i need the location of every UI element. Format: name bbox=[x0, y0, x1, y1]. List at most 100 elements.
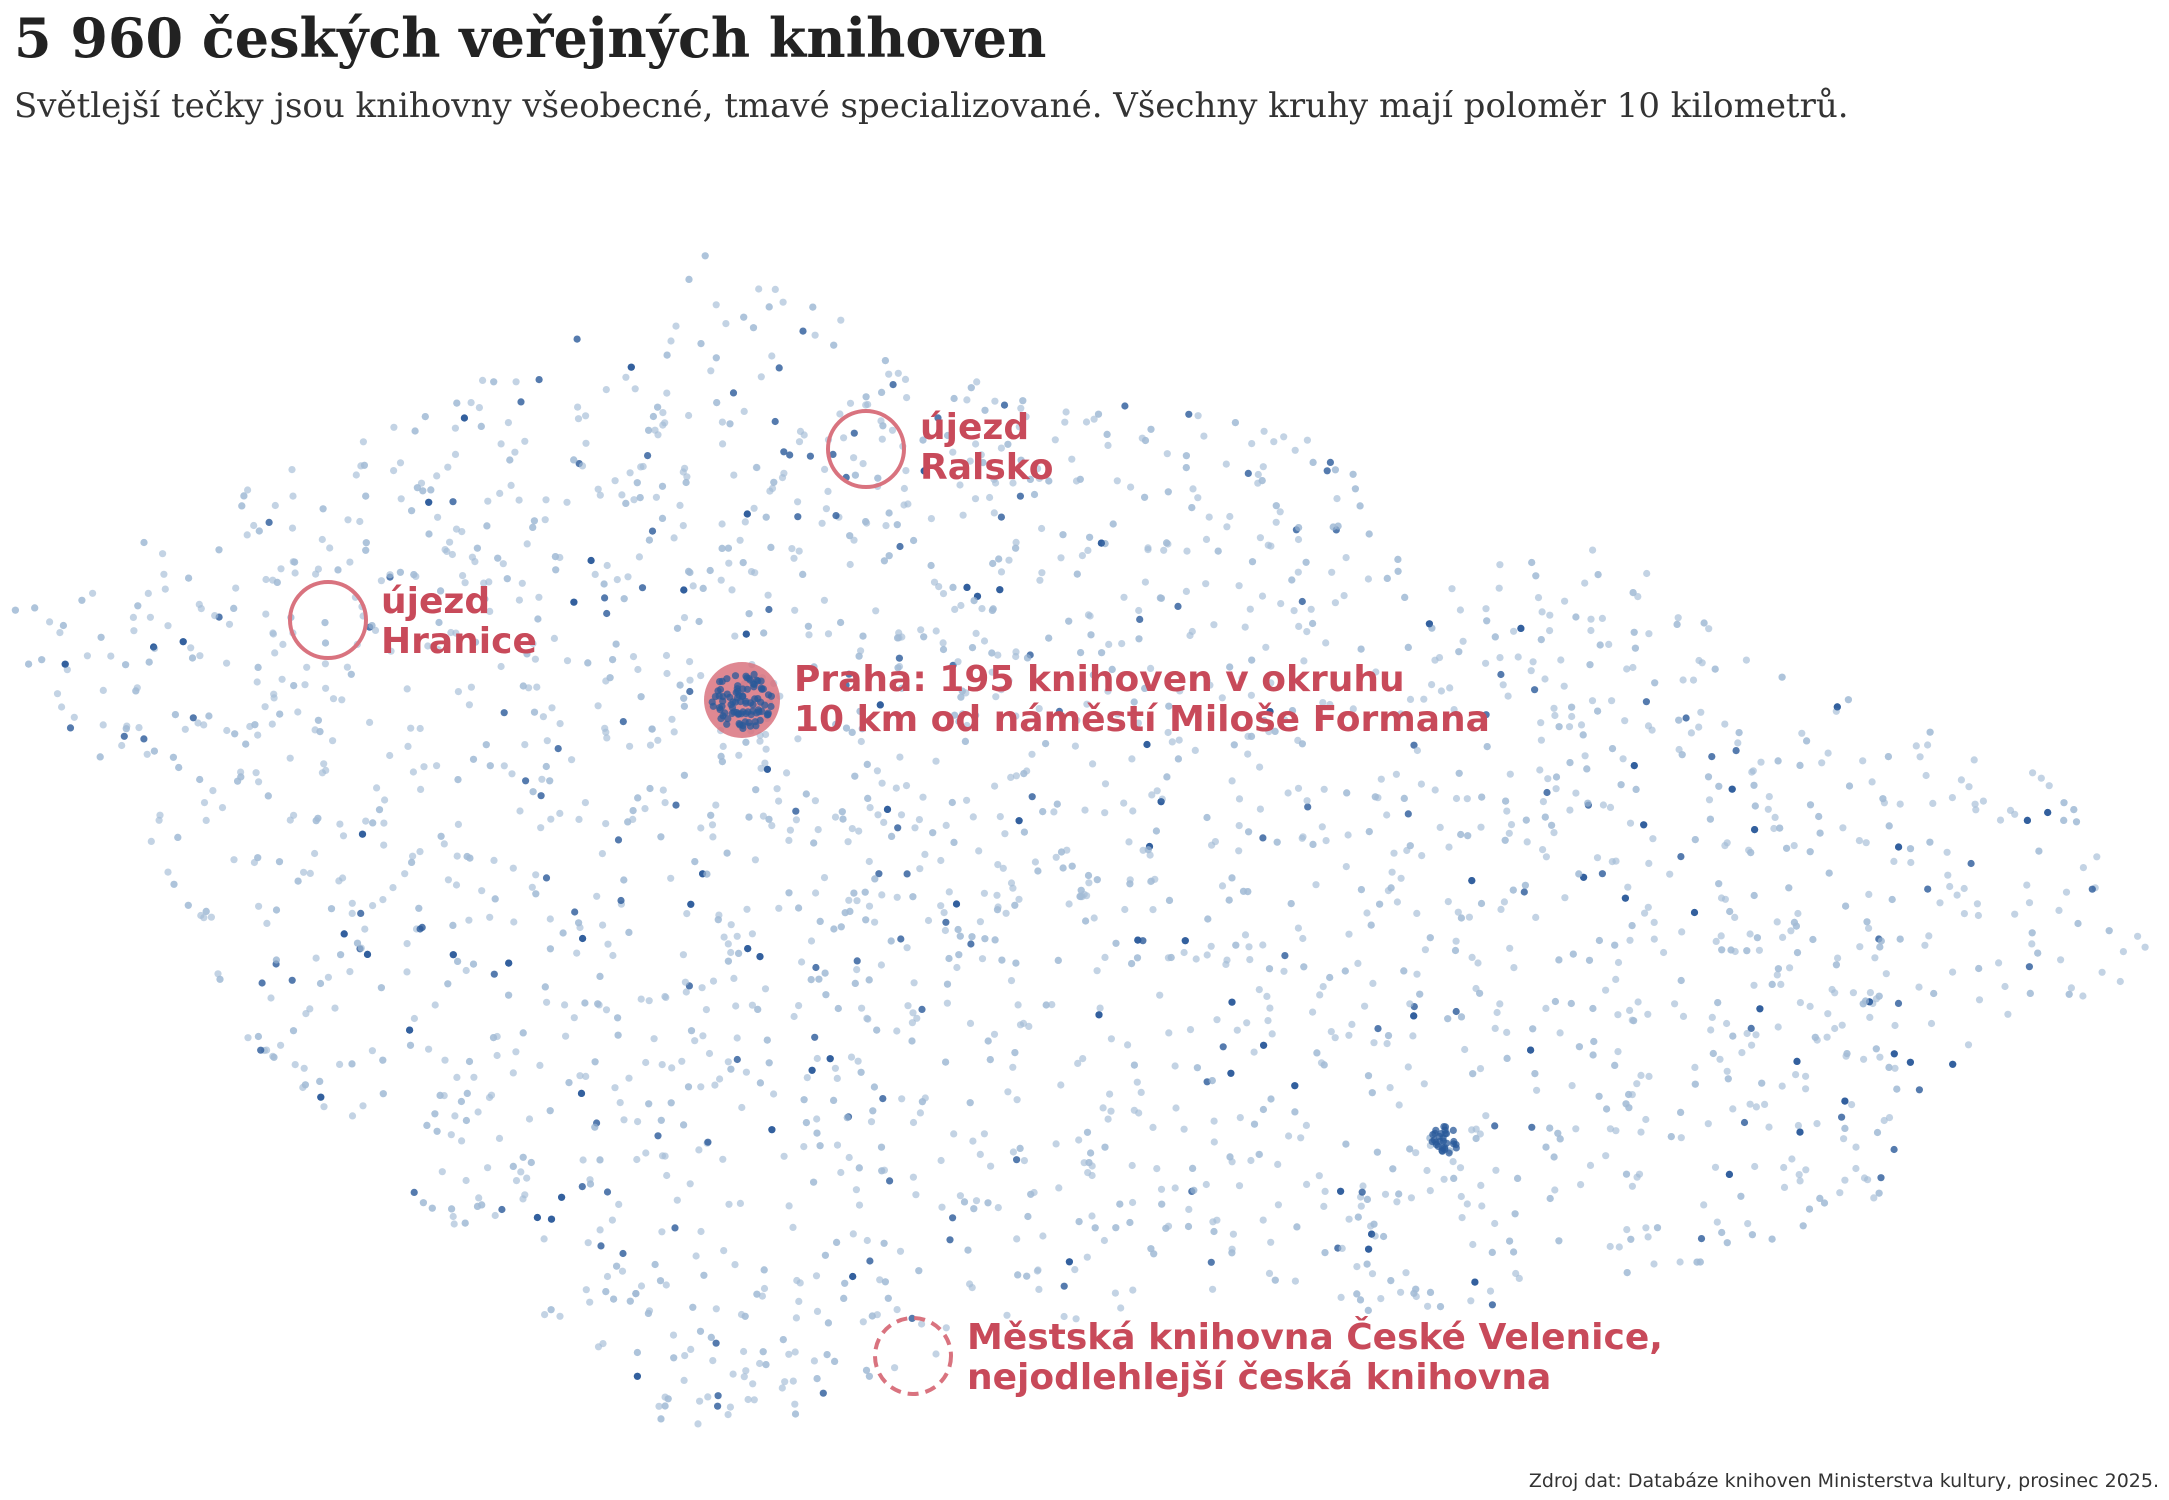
general-library-dot bbox=[1424, 1302, 1432, 1310]
general-library-dot bbox=[680, 614, 689, 622]
general-library-dot bbox=[711, 1081, 719, 1089]
general-library-dot bbox=[1012, 538, 1020, 547]
general-library-dot bbox=[1677, 1134, 1685, 1142]
general-library-dot bbox=[512, 1177, 521, 1185]
general-library-dot bbox=[1630, 628, 1638, 636]
general-library-dot bbox=[1321, 1249, 1329, 1257]
general-library-dot bbox=[1623, 1226, 1631, 1234]
general-library-dot bbox=[1537, 719, 1545, 727]
general-library-dot bbox=[541, 1311, 549, 1319]
general-library-dot bbox=[232, 584, 240, 592]
general-library-dot bbox=[1353, 1263, 1361, 1271]
specialized-library-dot bbox=[672, 801, 680, 809]
general-library-dot bbox=[2011, 910, 2019, 918]
specialized-library-dot bbox=[1181, 937, 1189, 945]
general-library-dot bbox=[1011, 1049, 1019, 1057]
general-library-dot bbox=[1082, 418, 1091, 426]
general-library-dot bbox=[978, 605, 986, 613]
general-library-dot bbox=[697, 340, 705, 348]
general-library-dot bbox=[1036, 576, 1044, 584]
general-library-dot bbox=[431, 1110, 439, 1118]
general-library-dot bbox=[1717, 894, 1726, 902]
general-library-dot bbox=[830, 1096, 838, 1104]
general-library-dot bbox=[1631, 644, 1639, 652]
general-library-dot bbox=[1243, 1019, 1251, 1027]
general-library-dot bbox=[1960, 910, 1968, 918]
general-library-dot bbox=[775, 904, 783, 912]
general-library-dot bbox=[352, 471, 360, 479]
general-library-dot bbox=[1087, 631, 1095, 639]
specialized-library-dot bbox=[644, 452, 652, 460]
general-library-dot bbox=[696, 1397, 704, 1405]
general-library-dot bbox=[170, 880, 178, 888]
specialized-library-dot bbox=[1065, 1258, 1073, 1266]
general-library-dot bbox=[1359, 1182, 1367, 1190]
general-library-dot bbox=[1586, 1161, 1595, 1169]
general-library-dot bbox=[1144, 846, 1152, 854]
general-library-dot bbox=[872, 607, 880, 615]
general-library-dot bbox=[791, 1400, 799, 1408]
general-library-dot bbox=[145, 658, 153, 666]
specialized-library-dot bbox=[952, 900, 961, 908]
general-library-dot bbox=[611, 477, 619, 485]
general-library-dot bbox=[1258, 477, 1266, 485]
specialized-library-dot bbox=[714, 1402, 722, 1410]
general-library-dot bbox=[459, 572, 467, 580]
general-library-dot bbox=[379, 1056, 387, 1064]
general-library-dot bbox=[1650, 1260, 1658, 1268]
general-library-dot bbox=[1202, 580, 1210, 588]
general-library-dot bbox=[1501, 836, 1509, 844]
general-library-dot bbox=[1431, 786, 1439, 794]
general-library-dot bbox=[1126, 880, 1134, 888]
specialized-library-dot bbox=[826, 1055, 834, 1063]
general-library-dot bbox=[1502, 797, 1510, 805]
general-library-dot bbox=[1594, 707, 1602, 715]
general-library-dot bbox=[56, 629, 64, 637]
specialized-library-dot bbox=[866, 1257, 874, 1265]
general-library-dot bbox=[634, 794, 642, 802]
general-library-dot bbox=[301, 681, 309, 689]
specialized-library-dot bbox=[806, 452, 815, 460]
general-library-dot bbox=[530, 708, 539, 716]
general-library-dot bbox=[413, 484, 421, 492]
specialized-library-dot bbox=[1298, 597, 1306, 606]
general-library-dot bbox=[591, 1058, 599, 1066]
general-library-dot bbox=[1007, 977, 1016, 985]
general-library-dot bbox=[1267, 1095, 1275, 1103]
general-library-dot bbox=[1842, 902, 1850, 910]
general-library-dot bbox=[319, 505, 327, 513]
general-library-dot bbox=[1083, 1128, 1092, 1136]
general-library-dot bbox=[261, 703, 269, 711]
prague-library-dot bbox=[723, 675, 731, 683]
general-library-dot bbox=[89, 589, 97, 597]
general-library-dot bbox=[1093, 967, 1101, 975]
general-library-dot bbox=[99, 721, 107, 729]
general-library-dot bbox=[1882, 970, 1890, 978]
general-library-dot bbox=[839, 815, 847, 823]
specialized-library-dot bbox=[1365, 1245, 1373, 1253]
general-library-dot bbox=[968, 1284, 976, 1292]
general-library-dot bbox=[1974, 911, 1982, 920]
general-library-dot bbox=[662, 651, 671, 660]
general-library-dot bbox=[602, 820, 610, 828]
general-library-dot bbox=[1799, 1222, 1807, 1230]
general-library-dot bbox=[1455, 769, 1463, 777]
general-library-dot bbox=[990, 1030, 999, 1038]
general-library-dot bbox=[818, 519, 826, 527]
general-library-dot bbox=[530, 517, 539, 525]
general-library-dot bbox=[1780, 1183, 1789, 1191]
general-library-dot bbox=[1486, 1287, 1495, 1295]
specialized-library-dot bbox=[500, 709, 508, 717]
general-library-dot bbox=[1202, 535, 1211, 544]
general-library-dot bbox=[1608, 745, 1617, 753]
general-library-dot bbox=[1965, 783, 1973, 791]
general-library-dot bbox=[1723, 1239, 1731, 1247]
general-library-dot bbox=[253, 678, 261, 686]
general-library-dot bbox=[1849, 989, 1857, 997]
general-library-dot bbox=[1514, 1174, 1522, 1182]
general-library-dot bbox=[1861, 997, 1870, 1005]
general-library-dot bbox=[1265, 1269, 1274, 1277]
specialized-library-dot bbox=[358, 830, 367, 838]
general-library-dot bbox=[735, 949, 743, 958]
specialized-library-dot bbox=[619, 1249, 627, 1258]
